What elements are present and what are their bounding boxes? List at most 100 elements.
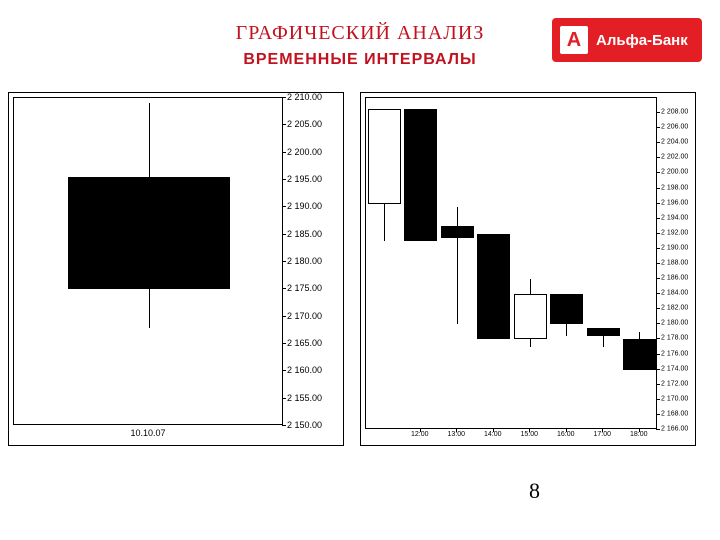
y-tick: [282, 425, 286, 426]
y-tick-label: 2 210.00: [287, 92, 322, 102]
y-tick-label: 2 168.00: [661, 410, 688, 417]
right-candlestick-chart: 2 166.00 2 168.00 2 170.00 2 172.00 2 174.00…: [360, 92, 696, 446]
y-tick-label: 2 185.00: [287, 229, 322, 239]
x-tick: [566, 428, 567, 432]
y-tick: [282, 288, 286, 289]
x-tick-label: 16:00: [557, 431, 575, 438]
y-tick-label: 2 160.00: [287, 365, 322, 375]
y-tick-label: 2 155.00: [287, 393, 322, 403]
left-candlestick-chart: 2 150.002 155.002 160.002 165.002 170.00…: [8, 92, 344, 446]
candle-body: [441, 226, 474, 237]
x-tick: [456, 428, 457, 432]
y-tick-label: 2 186.00: [661, 275, 688, 282]
y-tick: [282, 179, 286, 180]
y-tick: [656, 293, 660, 294]
candle-wick: [457, 207, 458, 324]
y-tick: [282, 206, 286, 207]
y-tick-label: 2 170.00: [661, 395, 688, 402]
y-tick-label: 2 166.00: [661, 426, 688, 433]
y-tick-label: 2 176.00: [661, 350, 688, 357]
y-tick: [282, 398, 286, 399]
brand-logo: А Альфа-Банк: [552, 18, 702, 62]
y-tick: [282, 261, 286, 262]
y-tick-label: 2 188.00: [661, 260, 688, 267]
y-tick: [656, 399, 660, 400]
y-tick-label: 2 190.00: [661, 244, 688, 251]
y-tick: [656, 112, 660, 113]
y-tick: [656, 188, 660, 189]
x-tick: [493, 428, 494, 432]
plot-area: [13, 97, 283, 425]
candle-body: [623, 339, 656, 369]
x-tick: [602, 428, 603, 432]
y-tick-label: 2 205.00: [287, 119, 322, 129]
candle-body: [550, 294, 583, 324]
y-tick: [656, 172, 660, 173]
y-tick-label: 2 180.00: [287, 256, 322, 266]
y-tick: [282, 316, 286, 317]
y-tick-label: 2 206.00: [661, 124, 688, 131]
candle-body: [514, 294, 547, 339]
x-tick-label: 17:00: [593, 431, 611, 438]
y-tick: [656, 308, 660, 309]
y-tick: [656, 263, 660, 264]
y-tick: [656, 233, 660, 234]
y-tick: [656, 142, 660, 143]
y-tick-label: 2 202.00: [661, 154, 688, 161]
candle-body: [368, 109, 401, 203]
candle-body: [68, 177, 230, 289]
y-tick: [656, 278, 660, 279]
y-tick-label: 2 192.00: [661, 229, 688, 236]
y-tick-label: 2 200.00: [287, 147, 322, 157]
x-tick: [529, 428, 530, 432]
y-tick: [656, 338, 660, 339]
y-tick-label: 2 208.00: [661, 109, 688, 116]
y-tick-label: 2 175.00: [287, 283, 322, 293]
y-tick: [282, 97, 286, 98]
x-tick-label: 14:00: [484, 431, 502, 438]
y-tick: [282, 152, 286, 153]
y-tick-label: 2 196.00: [661, 199, 688, 206]
y-tick: [656, 323, 660, 324]
y-tick-label: 2 195.00: [287, 174, 322, 184]
x-tick-label: 12:00: [411, 431, 429, 438]
plot-area: [365, 97, 657, 429]
y-tick: [656, 414, 660, 415]
y-tick-label: 2 200.00: [661, 169, 688, 176]
logo-text: Альфа-Банк: [596, 32, 688, 49]
y-tick-label: 2 180.00: [661, 320, 688, 327]
y-tick-label: 2 184.00: [661, 290, 688, 297]
y-tick: [282, 124, 286, 125]
y-tick: [656, 248, 660, 249]
charts-row: 2 150.00 2 155.00 2 160.00 2 165.00 2 170.00…: [8, 92, 712, 446]
x-tick-label: 13:00: [447, 431, 465, 438]
candle-body: [477, 234, 510, 340]
x-tick: [420, 428, 421, 432]
y-tick: [656, 369, 660, 370]
y-tick: [282, 370, 286, 371]
logo-mark: А: [560, 26, 588, 54]
y-tick: [656, 127, 660, 128]
y-tick: [656, 354, 660, 355]
y-tick-label: 2 174.00: [661, 365, 688, 372]
x-tick-label: 15:00: [520, 431, 538, 438]
candle-body: [404, 109, 437, 241]
y-tick: [282, 234, 286, 235]
y-tick: [656, 203, 660, 204]
y-tick: [656, 384, 660, 385]
y-tick-label: 2 198.00: [661, 184, 688, 191]
y-tick: [656, 218, 660, 219]
y-tick: [656, 429, 660, 430]
x-tick-label: 10.10.07: [130, 428, 165, 438]
y-tick: [656, 157, 660, 158]
y-tick-label: 2 190.00: [287, 201, 322, 211]
y-tick-label: 2 204.00: [661, 139, 688, 146]
y-tick-label: 2 150.00: [287, 420, 322, 430]
y-tick-label: 2 165.00: [287, 338, 322, 348]
y-tick-label: 2 178.00: [661, 335, 688, 342]
y-tick-label: 2 182.00: [661, 305, 688, 312]
y-tick-label: 2 172.00: [661, 380, 688, 387]
page-number: 8: [529, 478, 540, 504]
y-tick: [282, 343, 286, 344]
x-tick: [639, 428, 640, 432]
